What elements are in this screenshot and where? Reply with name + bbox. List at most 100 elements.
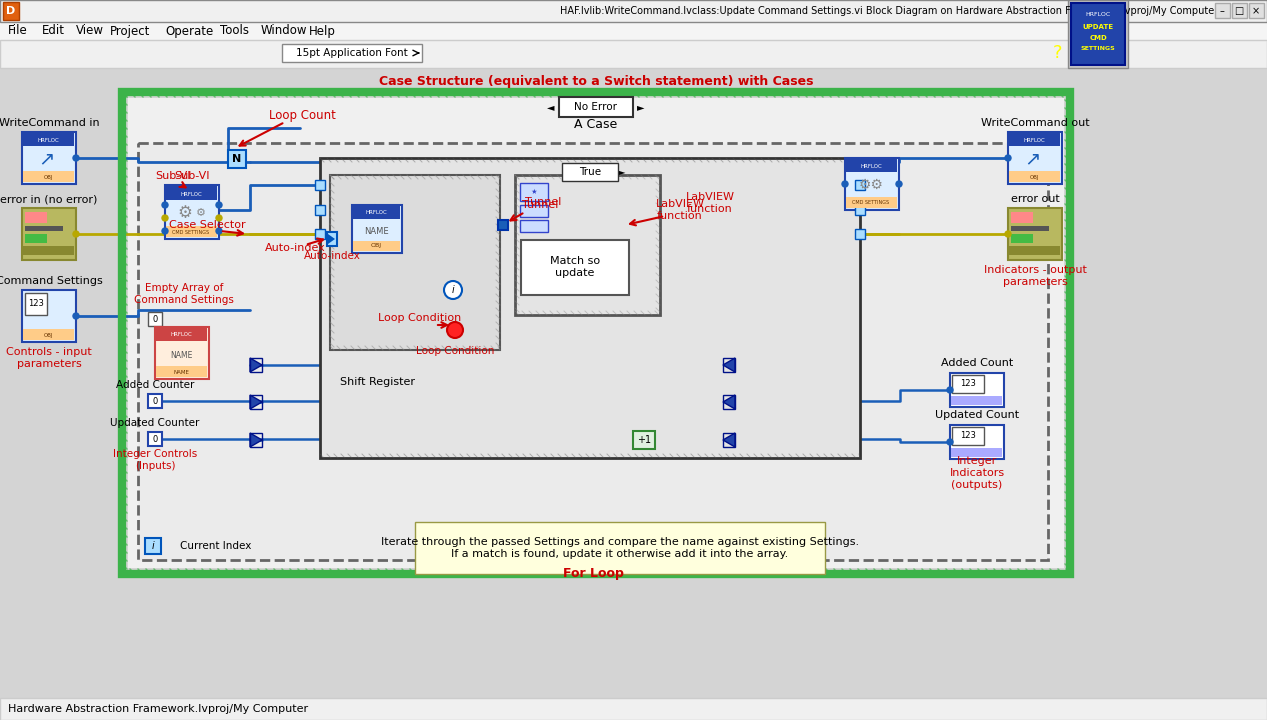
Text: UPDATE: UPDATE: [1082, 24, 1114, 30]
Circle shape: [946, 439, 953, 445]
Bar: [0, 698, 1267, 720]
Bar: [723, 358, 735, 372]
Bar: [1249, 3, 1264, 18]
Polygon shape: [250, 433, 262, 447]
Bar: [166, 186, 217, 200]
Bar: [498, 220, 508, 230]
Text: Integer
Indicators
(outputs): Integer Indicators (outputs): [949, 456, 1005, 490]
Bar: [155, 327, 209, 379]
Text: Iterate through the passed Settings and compare the name against existing Settin: Iterate through the passed Settings and …: [381, 537, 859, 559]
Text: Indicators - output
parameters: Indicators - output parameters: [983, 265, 1086, 287]
Text: 123: 123: [960, 431, 976, 441]
Text: □: □: [1234, 6, 1244, 16]
Polygon shape: [723, 395, 735, 409]
Text: ↗: ↗: [1024, 150, 1040, 168]
Bar: [25, 212, 47, 223]
Bar: [952, 375, 984, 393]
Text: Operate: Operate: [165, 24, 213, 37]
Bar: [1016, 148, 1050, 168]
Bar: [329, 175, 500, 350]
Circle shape: [162, 202, 169, 208]
Polygon shape: [250, 395, 262, 409]
Text: ?: ?: [1053, 44, 1062, 62]
Bar: [166, 226, 217, 237]
Bar: [170, 202, 214, 224]
Text: +1: +1: [637, 435, 651, 445]
Text: HAF.lvlib:WriteCommand.lvclass:Update Command Settings.vi Block Diagram on Hardw: HAF.lvlib:WriteCommand.lvclass:Update Co…: [560, 6, 1219, 16]
Bar: [634, 431, 655, 449]
Text: Added Count: Added Count: [941, 358, 1014, 368]
Text: CMD SETTINGS: CMD SETTINGS: [172, 230, 209, 235]
Bar: [846, 197, 897, 208]
Polygon shape: [723, 433, 735, 447]
Text: WriteCommand in: WriteCommand in: [0, 118, 99, 128]
Bar: [228, 150, 246, 168]
Bar: [250, 433, 262, 447]
Text: HRFLOC: HRFLOC: [1086, 12, 1111, 17]
Bar: [122, 92, 1071, 574]
Text: HRFLOC: HRFLOC: [860, 163, 882, 168]
Circle shape: [447, 322, 462, 338]
Text: ⋆: ⋆: [530, 185, 538, 199]
Text: ⚙: ⚙: [177, 204, 193, 222]
Text: Updated Counter: Updated Counter: [110, 418, 200, 428]
Bar: [156, 328, 207, 341]
Circle shape: [162, 228, 169, 234]
Bar: [952, 427, 984, 445]
Bar: [1011, 234, 1033, 243]
Text: Window: Window: [261, 24, 308, 37]
Circle shape: [946, 387, 953, 393]
Text: Auto-index: Auto-index: [304, 251, 360, 261]
Bar: [315, 205, 326, 215]
Bar: [30, 148, 65, 168]
Bar: [250, 395, 262, 409]
Text: –: –: [1220, 6, 1224, 16]
Text: OBJ: OBJ: [370, 243, 381, 248]
Bar: [1009, 171, 1060, 182]
Bar: [138, 143, 1048, 560]
Bar: [1009, 133, 1060, 146]
Text: NAME: NAME: [170, 351, 193, 361]
Bar: [353, 241, 400, 251]
Text: Loop Condition: Loop Condition: [379, 313, 461, 323]
Text: NAME: NAME: [364, 228, 388, 236]
Text: WriteCommand out: WriteCommand out: [981, 118, 1090, 128]
Text: ⚙⚙: ⚙⚙: [859, 178, 883, 192]
Bar: [1071, 3, 1125, 65]
Text: LabVIEW
function: LabVIEW function: [685, 192, 735, 214]
Bar: [952, 396, 1002, 405]
Text: Current Index: Current Index: [180, 541, 251, 551]
Circle shape: [73, 231, 79, 237]
Text: LabVIEW
function: LabVIEW function: [655, 199, 704, 221]
Text: Hardware Abstraction Framework.lvproj/My Computer: Hardware Abstraction Framework.lvproj/My…: [8, 704, 308, 714]
Text: True: True: [579, 167, 601, 177]
Text: SETTINGS: SETTINGS: [1081, 47, 1115, 52]
Circle shape: [73, 155, 79, 161]
Text: 15pt Application Font: 15pt Application Font: [296, 48, 408, 58]
Bar: [283, 44, 422, 62]
Bar: [559, 97, 634, 117]
Text: ↗: ↗: [38, 150, 54, 168]
Text: HRFLOC: HRFLOC: [180, 192, 201, 197]
Text: CMD SETTINGS: CMD SETTINGS: [853, 200, 889, 205]
Bar: [723, 433, 735, 447]
Bar: [1009, 246, 1060, 255]
Bar: [25, 293, 47, 315]
Bar: [514, 175, 660, 315]
Text: For Loop: For Loop: [563, 567, 623, 580]
Bar: [128, 98, 1064, 568]
Text: Project: Project: [110, 24, 151, 37]
Bar: [1232, 3, 1247, 18]
Bar: [353, 206, 400, 219]
Text: Help: Help: [309, 24, 336, 37]
Text: Empty Array of
Command Settings: Empty Array of Command Settings: [134, 283, 234, 305]
Polygon shape: [723, 358, 735, 372]
Bar: [25, 234, 47, 243]
Text: Case Selector: Case Selector: [169, 220, 246, 230]
Text: Controls - input
parameters: Controls - input parameters: [6, 347, 92, 369]
Bar: [352, 205, 402, 253]
Text: 0: 0: [152, 315, 157, 323]
Text: Case Structure (equivalent to a Switch statement) with Cases: Case Structure (equivalent to a Switch s…: [379, 76, 813, 89]
Text: File: File: [8, 24, 28, 37]
Text: 0: 0: [152, 397, 157, 405]
